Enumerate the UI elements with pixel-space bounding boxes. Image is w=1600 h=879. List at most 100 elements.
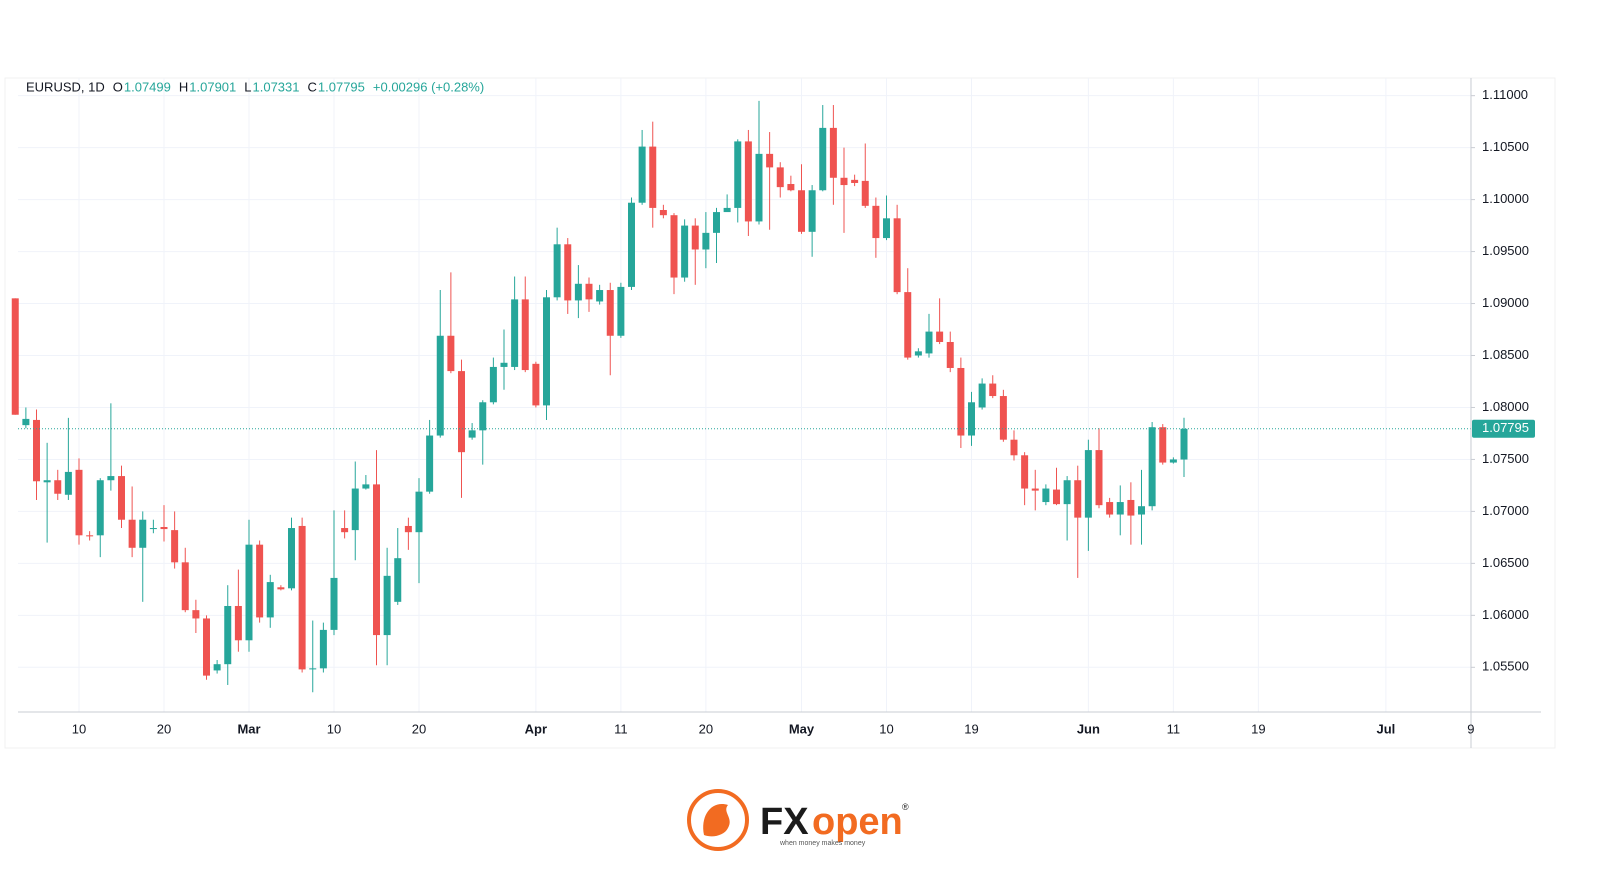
- candle-body: [744, 141, 752, 222]
- x-tick-label: Jun: [1077, 721, 1100, 736]
- candle-body: [1127, 499, 1135, 516]
- candle-body: [468, 430, 476, 438]
- candle-body: [978, 383, 986, 408]
- candle-body: [192, 610, 200, 619]
- candle-body: [54, 480, 62, 494]
- candle-body: [596, 290, 604, 302]
- candle-body: [362, 484, 370, 489]
- x-tick-label: 9: [1467, 721, 1474, 736]
- candle-body: [500, 362, 508, 367]
- candle-body: [840, 177, 848, 186]
- candle-body: [1169, 459, 1177, 463]
- candle-body: [511, 299, 519, 367]
- legend-header: EURUSD, 1D O 1.07499 H 1.07901 L 1.07331 C 1.077…: [26, 79, 484, 94]
- candle-body: [43, 480, 51, 483]
- candle-body: [543, 297, 550, 406]
- legend-text: H: [179, 79, 188, 94]
- candle-body: [734, 141, 742, 208]
- candle-body: [288, 528, 295, 589]
- candle-body: [829, 127, 837, 178]
- legend-text: +0.00296 (+0.28%): [373, 79, 484, 94]
- candle-body: [394, 558, 402, 602]
- candle-body: [914, 351, 922, 356]
- candle-body: [1042, 488, 1050, 503]
- candle-body: [723, 207, 731, 213]
- y-tick-label: 1.09500: [1482, 243, 1529, 258]
- candle-body: [118, 476, 125, 520]
- candle-body: [96, 480, 104, 536]
- candle-body: [989, 383, 997, 397]
- candle-body: [86, 535, 94, 537]
- candle-body: [1010, 439, 1018, 456]
- y-tick-label: 1.07000: [1482, 503, 1529, 518]
- candle-body: [851, 179, 859, 183]
- candle-body: [298, 525, 306, 670]
- x-tick-label: 11: [614, 721, 628, 736]
- candle-body: [107, 476, 115, 481]
- candle-body: [64, 471, 72, 495]
- candle-body: [234, 605, 242, 641]
- logo-mark: ®: [902, 802, 909, 812]
- logo: FX open ® when money makes money: [687, 789, 909, 851]
- candle-body: [713, 212, 720, 233]
- candle-body: [617, 286, 625, 336]
- legend-text: 1.07331: [253, 79, 300, 94]
- last-price-label: 1.07795: [1482, 420, 1529, 435]
- x-tick-label: Apr: [525, 721, 547, 736]
- candle-body: [670, 215, 678, 278]
- candle-body: [458, 371, 465, 453]
- candle-body: [553, 244, 561, 298]
- candle-body: [999, 396, 1007, 440]
- candle-body: [139, 519, 147, 548]
- candle-body: [33, 419, 40, 482]
- candle-body: [11, 298, 19, 415]
- y-tick-label: 1.11000: [1482, 87, 1528, 102]
- candle-body: [479, 402, 487, 431]
- logo-ring: [687, 789, 749, 851]
- logo-brand-1: FX: [760, 801, 809, 843]
- candle-body: [128, 519, 136, 548]
- candle-body: [564, 244, 572, 301]
- x-tick-label: 10: [879, 721, 893, 736]
- x-tick-label: 19: [1251, 721, 1265, 736]
- candle-body: [1138, 506, 1145, 515]
- candle-body: [171, 530, 179, 563]
- candle-body: [808, 190, 816, 232]
- x-tick-label: 20: [699, 721, 713, 736]
- y-tick-label: 1.08500: [1482, 347, 1529, 362]
- candle-body: [776, 167, 784, 188]
- candle-body: [404, 525, 412, 533]
- candle-body: [1063, 480, 1071, 505]
- y-tick-label: 1.06000: [1482, 607, 1529, 622]
- candle-body: [1159, 427, 1167, 463]
- last-price-tag: [1472, 419, 1535, 438]
- candle-body: [574, 283, 582, 301]
- candle-body: [1084, 450, 1092, 518]
- candle-body: [341, 528, 349, 533]
- candle-body: [649, 146, 657, 208]
- candle-body: [606, 290, 614, 336]
- x-tick-label: 20: [412, 721, 426, 736]
- x-tick-label: May: [789, 721, 815, 736]
- candle-body: [585, 283, 593, 300]
- candle-body: [436, 335, 444, 436]
- candle-body: [946, 341, 954, 368]
- candle-body: [319, 629, 327, 669]
- x-tick-label: 19: [964, 721, 978, 736]
- candle-body: [936, 331, 944, 342]
- x-tick-label: 20: [157, 721, 171, 736]
- legend-text: O: [113, 79, 123, 94]
- candles: [11, 100, 1471, 693]
- candle-body: [1095, 450, 1103, 506]
- x-tick-label: 11: [1167, 721, 1181, 736]
- candle-body: [245, 544, 253, 641]
- candle-body: [256, 544, 264, 618]
- candle-body: [1053, 489, 1060, 505]
- candle-body: [149, 528, 157, 530]
- candle-body: [415, 491, 423, 533]
- candle-body: [702, 232, 710, 250]
- candle-body: [1031, 488, 1039, 491]
- legend-text: 1.07795: [318, 79, 365, 94]
